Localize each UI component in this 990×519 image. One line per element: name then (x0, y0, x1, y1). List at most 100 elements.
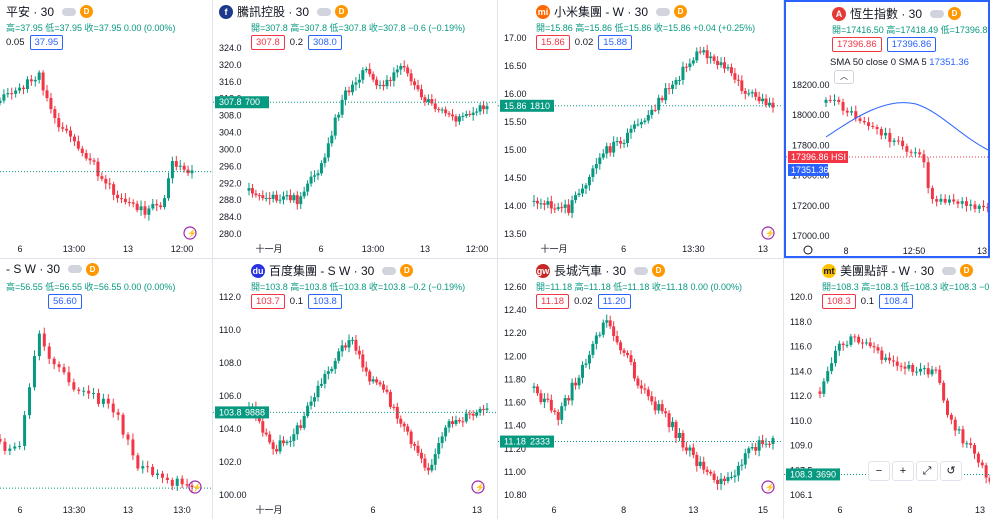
sell-button[interactable]: 103.7 (251, 294, 285, 309)
toggle-pill[interactable] (656, 7, 671, 16)
lightning-icon[interactable]: ⚡ (187, 228, 197, 238)
symbol-header[interactable]: f 騰訊控股 · 30 D (219, 3, 493, 20)
symbol-header[interactable]: mt 美團點評 - W · 30 D (822, 262, 986, 279)
candle-body (302, 416, 306, 428)
buy-button[interactable]: 37.95 (29, 35, 64, 50)
toggle-pill[interactable] (942, 266, 957, 275)
lightning-icon[interactable] (761, 226, 775, 240)
buy-button[interactable]: 17396.86 (886, 37, 937, 52)
lightning-icon[interactable]: ⚡ (192, 482, 202, 492)
sell-button[interactable]: 108.3 (822, 294, 856, 309)
symbol-header[interactable]: mi 小米集團 - W · 30 D (536, 3, 779, 20)
x-axis-tick-label: 十一月 (255, 243, 282, 254)
candle-body (119, 198, 123, 200)
candlestick-chart[interactable]: 17.00 16.50 16.00 15.50 15.00 14.50 14.00 13.50… (498, 0, 783, 258)
toggle-pill[interactable] (62, 7, 77, 16)
buy-button[interactable]: 56.60 (48, 294, 82, 309)
candle-body (926, 368, 930, 375)
zoom-in-button[interactable]: + (892, 461, 914, 481)
candle-body (918, 152, 922, 155)
candlestick-chart[interactable]: 12.60 12.40 12.20 12.00 11.80 11.60 11.40 11.20… (498, 259, 783, 519)
candlestick-chart[interactable]: 6 13:30 13 13:0 ⚡ (0, 259, 212, 519)
buy-button[interactable]: 308.0 (308, 35, 342, 50)
lightning-icon[interactable] (471, 480, 485, 494)
toggle-pill[interactable] (317, 7, 332, 16)
symbol-title: 美團點評 - W · 30 (840, 264, 935, 278)
sell-button[interactable]: 15.86 (536, 35, 570, 50)
candle-body (688, 63, 692, 68)
buy-button[interactable]: 11.20 (597, 294, 631, 309)
lightning-icon[interactable] (188, 480, 202, 494)
candlestick-chart[interactable]: 18200.0018000.0017800.0017600.0017200.00… (786, 2, 990, 258)
candle-body (344, 90, 348, 100)
symbol-header[interactable]: 平安 · 30 D (6, 3, 208, 20)
candle-body (845, 344, 849, 346)
greatwall-logo-icon: gw (536, 263, 550, 278)
symbol-header[interactable]: gw 長城汽車 · 30 D (536, 262, 779, 279)
toggle-pill[interactable] (68, 265, 83, 273)
x-axis-tick-label: 13 (758, 244, 768, 254)
symbol-header[interactable]: A 恆生指數 · 30 D (832, 5, 984, 22)
toggle-pill[interactable] (382, 266, 397, 275)
sell-button[interactable]: 17396.86 (832, 37, 882, 52)
sell-button[interactable]: 11.18 (536, 294, 570, 309)
candle-body (691, 447, 695, 455)
chart-panel-4[interactable]: 18200.0018000.0017800.0017600.0017200.00… (784, 0, 990, 258)
buy-button[interactable]: 103.8 (308, 294, 342, 309)
chart-panel-7[interactable]: 12.60 12.40 12.20 12.00 11.80 11.60 11.40 11.20… (498, 259, 783, 519)
last-volume-value: 9888 (245, 407, 265, 417)
fit-screen-button[interactable]: ⤢ (916, 461, 938, 481)
candle-body (104, 178, 108, 184)
candle-body (946, 400, 949, 415)
chart-panel-2[interactable]: 324.0320.0316.0312.0308.0304.0300.0296.0… (213, 0, 497, 258)
candle-body (313, 397, 317, 402)
candle-body (639, 122, 643, 125)
candle-body (2, 94, 6, 101)
lightning-icon[interactable]: ⚡ (765, 482, 775, 492)
chart-panel-6[interactable]: 112.0 110.0 108.0 106.0 104.0 102.0 100.00 十一月 6… (213, 259, 497, 519)
candle-body (660, 404, 664, 412)
delayed-icon: D (948, 7, 962, 20)
candle-body (101, 398, 105, 404)
toggle-pill[interactable] (930, 9, 945, 18)
lightning-icon[interactable] (183, 226, 197, 240)
sma-indicator-legend[interactable]: SMA 50 close 0 SMA 5 17351.36 (830, 57, 969, 68)
chart-panel-5[interactable]: 6 13:30 13 13:0 ⚡ - S W · 30 D 高=56.55 低=56.… (0, 259, 212, 519)
lightning-icon[interactable]: ⚡ (475, 482, 485, 492)
candlestick-chart[interactable]: 6 13:00 13 12:00 ⚡ (0, 0, 212, 258)
candle-body (257, 417, 261, 422)
toggle-pill[interactable] (634, 266, 649, 275)
sell-button[interactable]: 307.8 (251, 35, 285, 50)
reset-chart-button[interactable]: ↺ (940, 461, 962, 481)
candle-body (375, 79, 379, 86)
last-price-label (500, 435, 554, 448)
baidu-logo-icon: du (251, 263, 265, 278)
lightning-icon[interactable] (761, 480, 775, 494)
chart-panel-1[interactable]: 6 13:00 13 12:00 ⚡ 平安 · 30 D 高=37.95 低=37.95… (0, 0, 212, 258)
candle-body (306, 183, 310, 192)
candle-body (907, 364, 911, 369)
buy-button[interactable]: 108.4 (879, 294, 913, 309)
candle-body (37, 333, 41, 357)
candle-body (413, 81, 417, 86)
candle-body (271, 442, 275, 450)
candle-body (712, 473, 716, 480)
candle-body (824, 99, 828, 103)
candle-body (22, 87, 26, 90)
candlestick-chart[interactable]: 112.0 110.0 108.0 106.0 104.0 102.0 100.00 十一月 6… (213, 259, 497, 519)
gear-icon[interactable] (803, 245, 813, 255)
symbol-header[interactable]: - S W · 30 D (6, 262, 208, 276)
candlestick-chart[interactable]: 120.0118.0116.0114.0112.0110.0109.0107.5… (784, 259, 990, 519)
candle-body (368, 371, 372, 382)
zoom-out-button[interactable]: − (868, 461, 890, 481)
candle-body (660, 97, 664, 101)
chart-panel-3[interactable]: 17.00 16.50 16.00 15.50 15.00 14.50 14.00 13.50… (498, 0, 783, 258)
candle-body (316, 385, 320, 398)
symbol-header[interactable]: du 百度集團 - S W · 30 D (251, 262, 493, 279)
lightning-icon[interactable]: ⚡ (765, 228, 775, 238)
last-price-label (788, 151, 848, 163)
candle-body (926, 162, 930, 189)
chevron-up-icon[interactable]: ︿ (834, 70, 854, 84)
buy-button[interactable]: 15.88 (598, 35, 633, 50)
candlestick-chart[interactable]: 324.0320.0316.0312.0308.0304.0300.0296.0… (213, 0, 497, 258)
